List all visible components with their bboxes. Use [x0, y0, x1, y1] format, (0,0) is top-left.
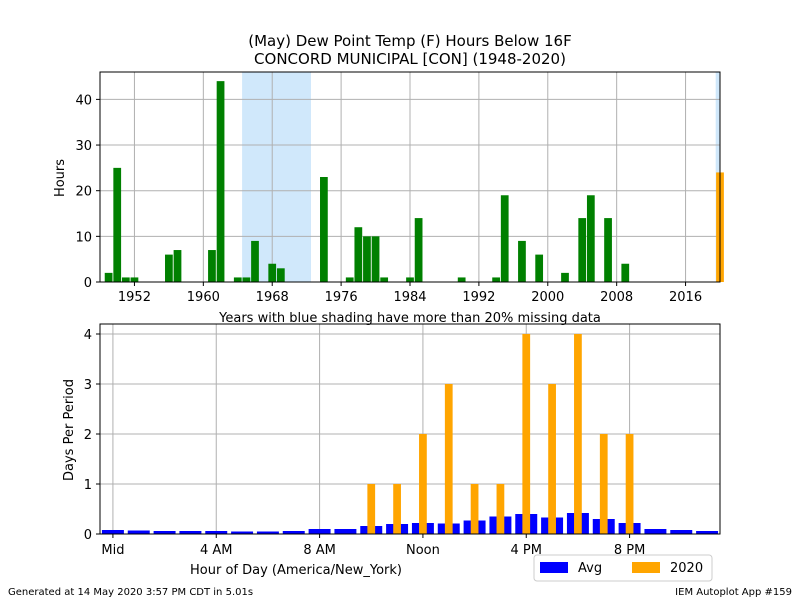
y-tick-label: 4 — [84, 328, 92, 343]
bar-2004 — [578, 218, 587, 282]
avg-bar-hour-22 — [670, 530, 693, 534]
x-tick-label: 1968 — [256, 290, 289, 305]
y-tick-label: 1 — [84, 478, 92, 493]
x-tick-label: 1960 — [187, 290, 220, 305]
bar-1956 — [165, 254, 173, 282]
y-tick-label: 2 — [84, 428, 92, 443]
bottom-plot-area: Mid 4 AM 8 AM Noon 4 PM 8 PM 0 1 2 3 4 — [84, 323, 721, 558]
y-tick-label: 3 — [84, 378, 92, 393]
avg-bar-hour-2 — [153, 531, 176, 534]
bar-1984 — [406, 277, 414, 282]
bar-1981 — [380, 277, 389, 282]
bar-1978 — [354, 227, 363, 282]
avg-bar-hour-0 — [101, 530, 124, 534]
plot-frame — [99, 71, 721, 283]
chart-subtitle: CONCORD MUNICIPAL [CON] (1948-2020) — [254, 50, 566, 68]
avg-bar-hour-7 — [282, 531, 305, 534]
avg-bar-hour-9 — [334, 529, 357, 534]
bar-1952 — [130, 277, 139, 282]
bar-1966 — [251, 240, 259, 282]
bar-1968 — [268, 263, 277, 282]
bar-2020-hour-18 — [574, 334, 582, 534]
avg-bar-hour-8 — [308, 529, 331, 534]
y-tick-label: 20 — [75, 185, 92, 200]
x-tick-label: 4 AM — [200, 543, 233, 558]
bar-1994 — [492, 277, 500, 282]
bottom-y-axis-label: Days Per Period — [62, 379, 77, 481]
bar-1950 — [113, 167, 122, 282]
x-tick-label: Mid — [101, 543, 124, 558]
bar-1979 — [363, 236, 371, 282]
bar-1995 — [500, 195, 509, 282]
x-tick-label: 8 PM — [614, 543, 645, 558]
bar-2020-hour-10 — [367, 484, 376, 534]
legend: Avg 2020 — [533, 554, 713, 582]
legend-label-2020: 2020 — [670, 561, 703, 576]
bar-2020-hour-20 — [625, 434, 634, 534]
bar-2020-hour-12 — [419, 434, 427, 534]
x-tick-label: 2016 — [669, 290, 702, 305]
x-tick-label: 1976 — [325, 290, 358, 305]
bar-1962 — [216, 81, 225, 282]
bar-2007 — [604, 218, 612, 282]
bar-2020-hour-19 — [599, 434, 608, 534]
footer-app: IEM Autoplot App #159 — [675, 587, 792, 598]
x-tick-label: 4 PM — [511, 543, 542, 558]
chart-title: (May) Dew Point Temp (F) Hours Below 16F — [248, 32, 571, 50]
avg-bar-hour-6 — [256, 531, 279, 534]
bar-1977 — [345, 277, 354, 282]
bar-1951 — [121, 277, 130, 282]
legend-frame — [533, 554, 713, 582]
bar-1969 — [276, 268, 285, 282]
x-tick-label: 2000 — [531, 290, 564, 305]
x-tick-label: 1992 — [462, 290, 495, 305]
bar-2002 — [561, 272, 569, 282]
bar-1964 — [233, 277, 242, 282]
y-tick-label: 0 — [84, 528, 92, 543]
avg-bar-hour-5 — [231, 531, 254, 534]
bar-2020-hour-11 — [393, 484, 401, 534]
bar-1961 — [208, 250, 216, 282]
bar-1965 — [242, 277, 251, 282]
y-tick-label: 10 — [75, 230, 92, 245]
legend-label-avg: Avg — [578, 561, 602, 576]
x-tick-label: Noon — [406, 543, 440, 558]
top-plot-area: 1952 1960 1968 1976 1984 1992 2000 2008 2016 0 10 2… — [75, 71, 724, 305]
x-tick-label: 2008 — [600, 290, 633, 305]
avg-bar-hour-23 — [696, 531, 719, 534]
avg-bar-hour-1 — [127, 530, 150, 534]
bar-1980 — [371, 236, 380, 282]
x-tick-label: 1952 — [118, 290, 151, 305]
bar-2020-hour-14 — [470, 484, 479, 534]
bar-1949 — [104, 272, 113, 282]
bar-1990 — [457, 277, 466, 282]
avg-bar-hour-21 — [644, 529, 667, 534]
bar-1974 — [320, 177, 328, 282]
bar-2020-hour-17 — [548, 384, 556, 534]
bar-1997 — [518, 240, 526, 282]
x-tick-label: 1984 — [393, 290, 426, 305]
bar-2005 — [586, 195, 595, 282]
footer-generated: Generated at 14 May 2020 3:57 PM CDT in … — [8, 587, 253, 598]
x-tick-label: 8 AM — [303, 543, 336, 558]
y-tick-label: 30 — [75, 139, 92, 154]
bar-1999 — [535, 254, 544, 282]
legend-swatch-avg — [540, 562, 568, 573]
bar-1985 — [414, 218, 423, 282]
bar-2020-hour-15 — [496, 484, 505, 534]
plot-frame — [99, 323, 721, 535]
bar-2020-hour-13 — [444, 384, 453, 534]
bar-2020-hour-16 — [522, 334, 531, 534]
legend-swatch-2020 — [632, 562, 660, 573]
avg-bar-hour-4 — [205, 531, 228, 534]
top-y-axis-label: Hours — [53, 159, 68, 197]
y-tick-label: 40 — [75, 93, 92, 108]
bar-1957 — [173, 250, 182, 282]
avg-bar-hour-3 — [179, 531, 202, 534]
bar-2009 — [621, 263, 630, 282]
missing-data-note: Years with blue shading have more than 2… — [218, 311, 601, 326]
y-tick-label: 0 — [84, 276, 92, 291]
bottom-x-axis-label: Hour of Day (America/New_York) — [190, 563, 402, 578]
